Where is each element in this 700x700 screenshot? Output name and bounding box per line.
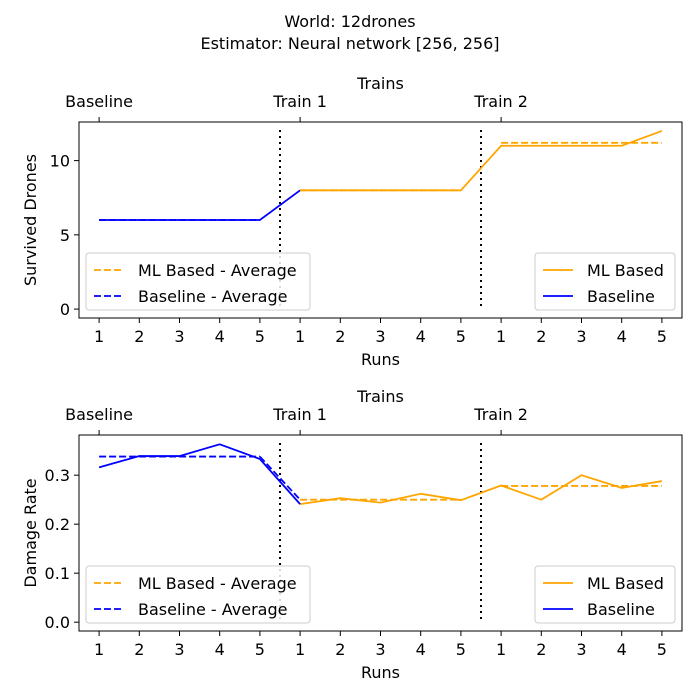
x-tick-label: 1 [295, 327, 305, 346]
x-tick-label: 1 [94, 640, 104, 659]
x-axis-label: Runs [361, 663, 400, 682]
legend-entry: Baseline - Average [138, 600, 287, 619]
y-axis-label: Survived Drones [21, 154, 40, 286]
survived-drones-panel: Baseline Train 1 Train 2 Trains 1 2 3 4 5 1 2 3 4 5 1 2… [21, 74, 683, 369]
x-tick-label: 1 [295, 640, 305, 659]
section-label: Train 2 [473, 92, 528, 111]
x-tick-label: 3 [576, 327, 586, 346]
y-axis-label: Damage Rate [21, 478, 40, 587]
x-tick-label: 4 [215, 327, 225, 346]
legend-entry: ML Based - Average [138, 574, 297, 593]
x-tick-label: 4 [416, 327, 426, 346]
x-tick-label: 3 [174, 327, 184, 346]
x-tick-label: 5 [456, 327, 466, 346]
top-axis-label: Trains [356, 387, 404, 406]
baseline-line [99, 189, 301, 221]
legend-entry: ML Based - Average [138, 261, 297, 280]
baseline-average-line [259, 455, 301, 501]
legend-entry: Baseline - Average [138, 287, 287, 306]
x-tick-label: 1 [496, 327, 506, 346]
x-tick-label: 4 [215, 640, 225, 659]
x-axis-label: Runs [361, 350, 400, 369]
y-tick-label: 0.2 [45, 515, 70, 534]
legend-entry: ML Based [587, 261, 664, 280]
legend-left-box [85, 565, 311, 624]
x-tick-label: 5 [255, 640, 265, 659]
x-tick-label: 1 [94, 327, 104, 346]
x-tick-label: 3 [576, 640, 586, 659]
section-label: Baseline [65, 405, 133, 424]
legend-entry: ML Based [587, 574, 664, 593]
x-tick-label: 5 [657, 640, 667, 659]
figure-title-line1: World: 12drones [284, 12, 415, 31]
x-tick-label: 2 [134, 327, 144, 346]
y-tick-label: 0 [60, 300, 70, 319]
x-tick-label: 2 [335, 327, 345, 346]
section-label: Train 1 [272, 405, 327, 424]
y-tick-label: 5 [60, 226, 70, 245]
x-tick-label: 2 [536, 640, 546, 659]
baseline-line [98, 443, 301, 505]
legend-entry: Baseline [587, 600, 655, 619]
top-axis-label: Trains [356, 74, 404, 93]
y-tick-label: 0.3 [45, 466, 70, 485]
x-tick-label: 5 [456, 640, 466, 659]
x-tick-label: 4 [617, 640, 627, 659]
x-tick-label: 2 [536, 327, 546, 346]
y-tick-label: 0.1 [45, 564, 70, 583]
x-tick-label: 5 [255, 327, 265, 346]
x-tick-label: 2 [134, 640, 144, 659]
legend-entry: Baseline [587, 287, 655, 306]
figure-title-line2: Estimator: Neural network [256, 256] [200, 34, 499, 53]
x-tick-label: 4 [416, 640, 426, 659]
legend-left-box [85, 252, 311, 311]
damage-rate-panel: Baseline Train 1 Train 2 Trains 1 2 3 4 5 1 2 3 4 5 1 2… [21, 387, 683, 682]
x-tick-label: 1 [496, 640, 506, 659]
x-tick-label: 5 [657, 327, 667, 346]
y-tick-label: 0.0 [45, 613, 70, 632]
x-tick-label: 3 [174, 640, 184, 659]
section-label: Baseline [65, 92, 133, 111]
x-tick-label: 3 [375, 327, 385, 346]
x-tick-label: 4 [617, 327, 627, 346]
y-tick-label: 10 [50, 152, 70, 171]
x-tick-label: 3 [375, 640, 385, 659]
section-label: Train 2 [473, 405, 528, 424]
section-label: Train 1 [272, 92, 327, 111]
x-tick-label: 2 [335, 640, 345, 659]
